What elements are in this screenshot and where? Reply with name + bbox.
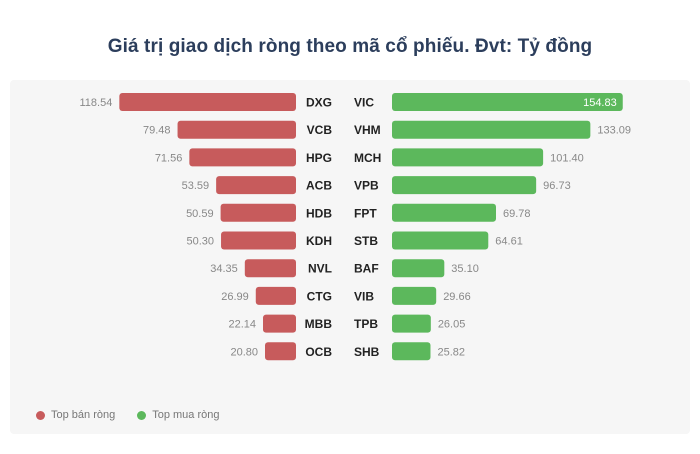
buy-ticker-label: VHM bbox=[354, 123, 381, 137]
sell-bar-dxg bbox=[119, 93, 296, 111]
sell-ticker-label: MBB bbox=[305, 317, 333, 331]
sell-bar-acb bbox=[216, 176, 296, 195]
buy-ticker-label: VIB bbox=[354, 289, 374, 303]
buy-ticker-label: BAF bbox=[354, 262, 379, 276]
sell-value-label: 26.99 bbox=[221, 291, 249, 303]
sell-bar-mbb bbox=[263, 314, 296, 333]
sell-value-label: 71.56 bbox=[155, 152, 183, 164]
buy-bar-vic bbox=[392, 93, 623, 111]
sell-ticker-label: VCB bbox=[307, 123, 333, 137]
legend-item-sell[interactable]: Top bán ròng bbox=[36, 409, 115, 421]
chart-legend: Top bán ròng Top mua ròng bbox=[36, 409, 241, 421]
buy-bar-vhm bbox=[392, 120, 591, 139]
legend-label-sell: Top bán ròng bbox=[51, 409, 116, 421]
sell-ticker-label: HPG bbox=[306, 151, 332, 165]
sell-ticker-label: DXG bbox=[306, 96, 332, 110]
legend-marker-buy bbox=[137, 410, 147, 420]
chart-title: Giá trị giao dịch ròng theo mã cổ phiếu.… bbox=[107, 36, 593, 57]
sell-value-label: 50.59 bbox=[186, 208, 214, 220]
buy-bar-stb bbox=[392, 231, 489, 250]
buy-bar-tpb bbox=[392, 314, 431, 333]
buy-ticker-label: TPB bbox=[354, 317, 378, 331]
buy-bar-mch bbox=[392, 148, 544, 167]
buy-value-label: 25.82 bbox=[437, 346, 465, 358]
sell-bar-ocb bbox=[265, 342, 296, 361]
buy-bar-baf bbox=[392, 259, 445, 278]
buy-ticker-label: VIC bbox=[354, 96, 374, 110]
buy-bar-vib bbox=[392, 286, 437, 305]
sell-value-label: 34.35 bbox=[210, 263, 238, 275]
buy-value-label: 29.66 bbox=[443, 291, 471, 303]
buy-ticker-label: STB bbox=[354, 234, 378, 248]
buy-value-label: 101.40 bbox=[550, 152, 584, 164]
sell-ticker-label: ACB bbox=[306, 179, 332, 193]
legend-marker-sell bbox=[36, 410, 45, 420]
legend-label-buy: Top mua ròng bbox=[152, 409, 220, 421]
sell-value-label: 53.59 bbox=[182, 180, 210, 192]
buy-value-label: 96.73 bbox=[543, 180, 571, 192]
buy-ticker-label: FPT bbox=[354, 206, 377, 220]
buy-bar-shb bbox=[392, 342, 431, 361]
sell-value-label: 22.14 bbox=[228, 319, 256, 331]
sell-bar-hdb bbox=[220, 203, 296, 222]
buy-value-label: 35.10 bbox=[451, 263, 479, 275]
sell-ticker-label: CTG bbox=[307, 289, 332, 303]
buy-value-label: 69.78 bbox=[503, 208, 531, 220]
sell-value-label: 50.30 bbox=[187, 236, 215, 248]
sell-ticker-label: NVL bbox=[308, 262, 332, 276]
chart-panel bbox=[10, 80, 690, 434]
buy-value-label: 133.09 bbox=[597, 125, 631, 137]
sell-bar-kdh bbox=[221, 231, 296, 250]
buy-value-label: 154.83 bbox=[583, 97, 617, 109]
sell-ticker-label: KDH bbox=[306, 234, 332, 248]
legend-item-buy[interactable]: Top mua ròng bbox=[137, 409, 219, 421]
sell-bar-vcb bbox=[177, 120, 296, 139]
buy-ticker-label: SHB bbox=[354, 345, 380, 359]
sell-ticker-label: OCB bbox=[305, 345, 332, 359]
buy-ticker-label: MCH bbox=[354, 151, 381, 165]
sell-bar-nvl bbox=[244, 259, 296, 278]
buy-ticker-label: VPB bbox=[354, 179, 379, 193]
buy-value-label: 26.05 bbox=[438, 319, 466, 331]
buy-bar-fpt bbox=[392, 203, 496, 222]
sell-ticker-label: HDB bbox=[306, 206, 332, 220]
sell-bar-ctg bbox=[255, 286, 296, 305]
buy-value-label: 64.61 bbox=[495, 236, 523, 248]
buy-bar-vpb bbox=[392, 176, 537, 195]
sell-value-label: 118.54 bbox=[80, 97, 113, 109]
sell-bar-hpg bbox=[189, 148, 296, 167]
sell-value-label: 20.80 bbox=[230, 346, 258, 358]
sell-value-label: 79.48 bbox=[143, 125, 171, 137]
